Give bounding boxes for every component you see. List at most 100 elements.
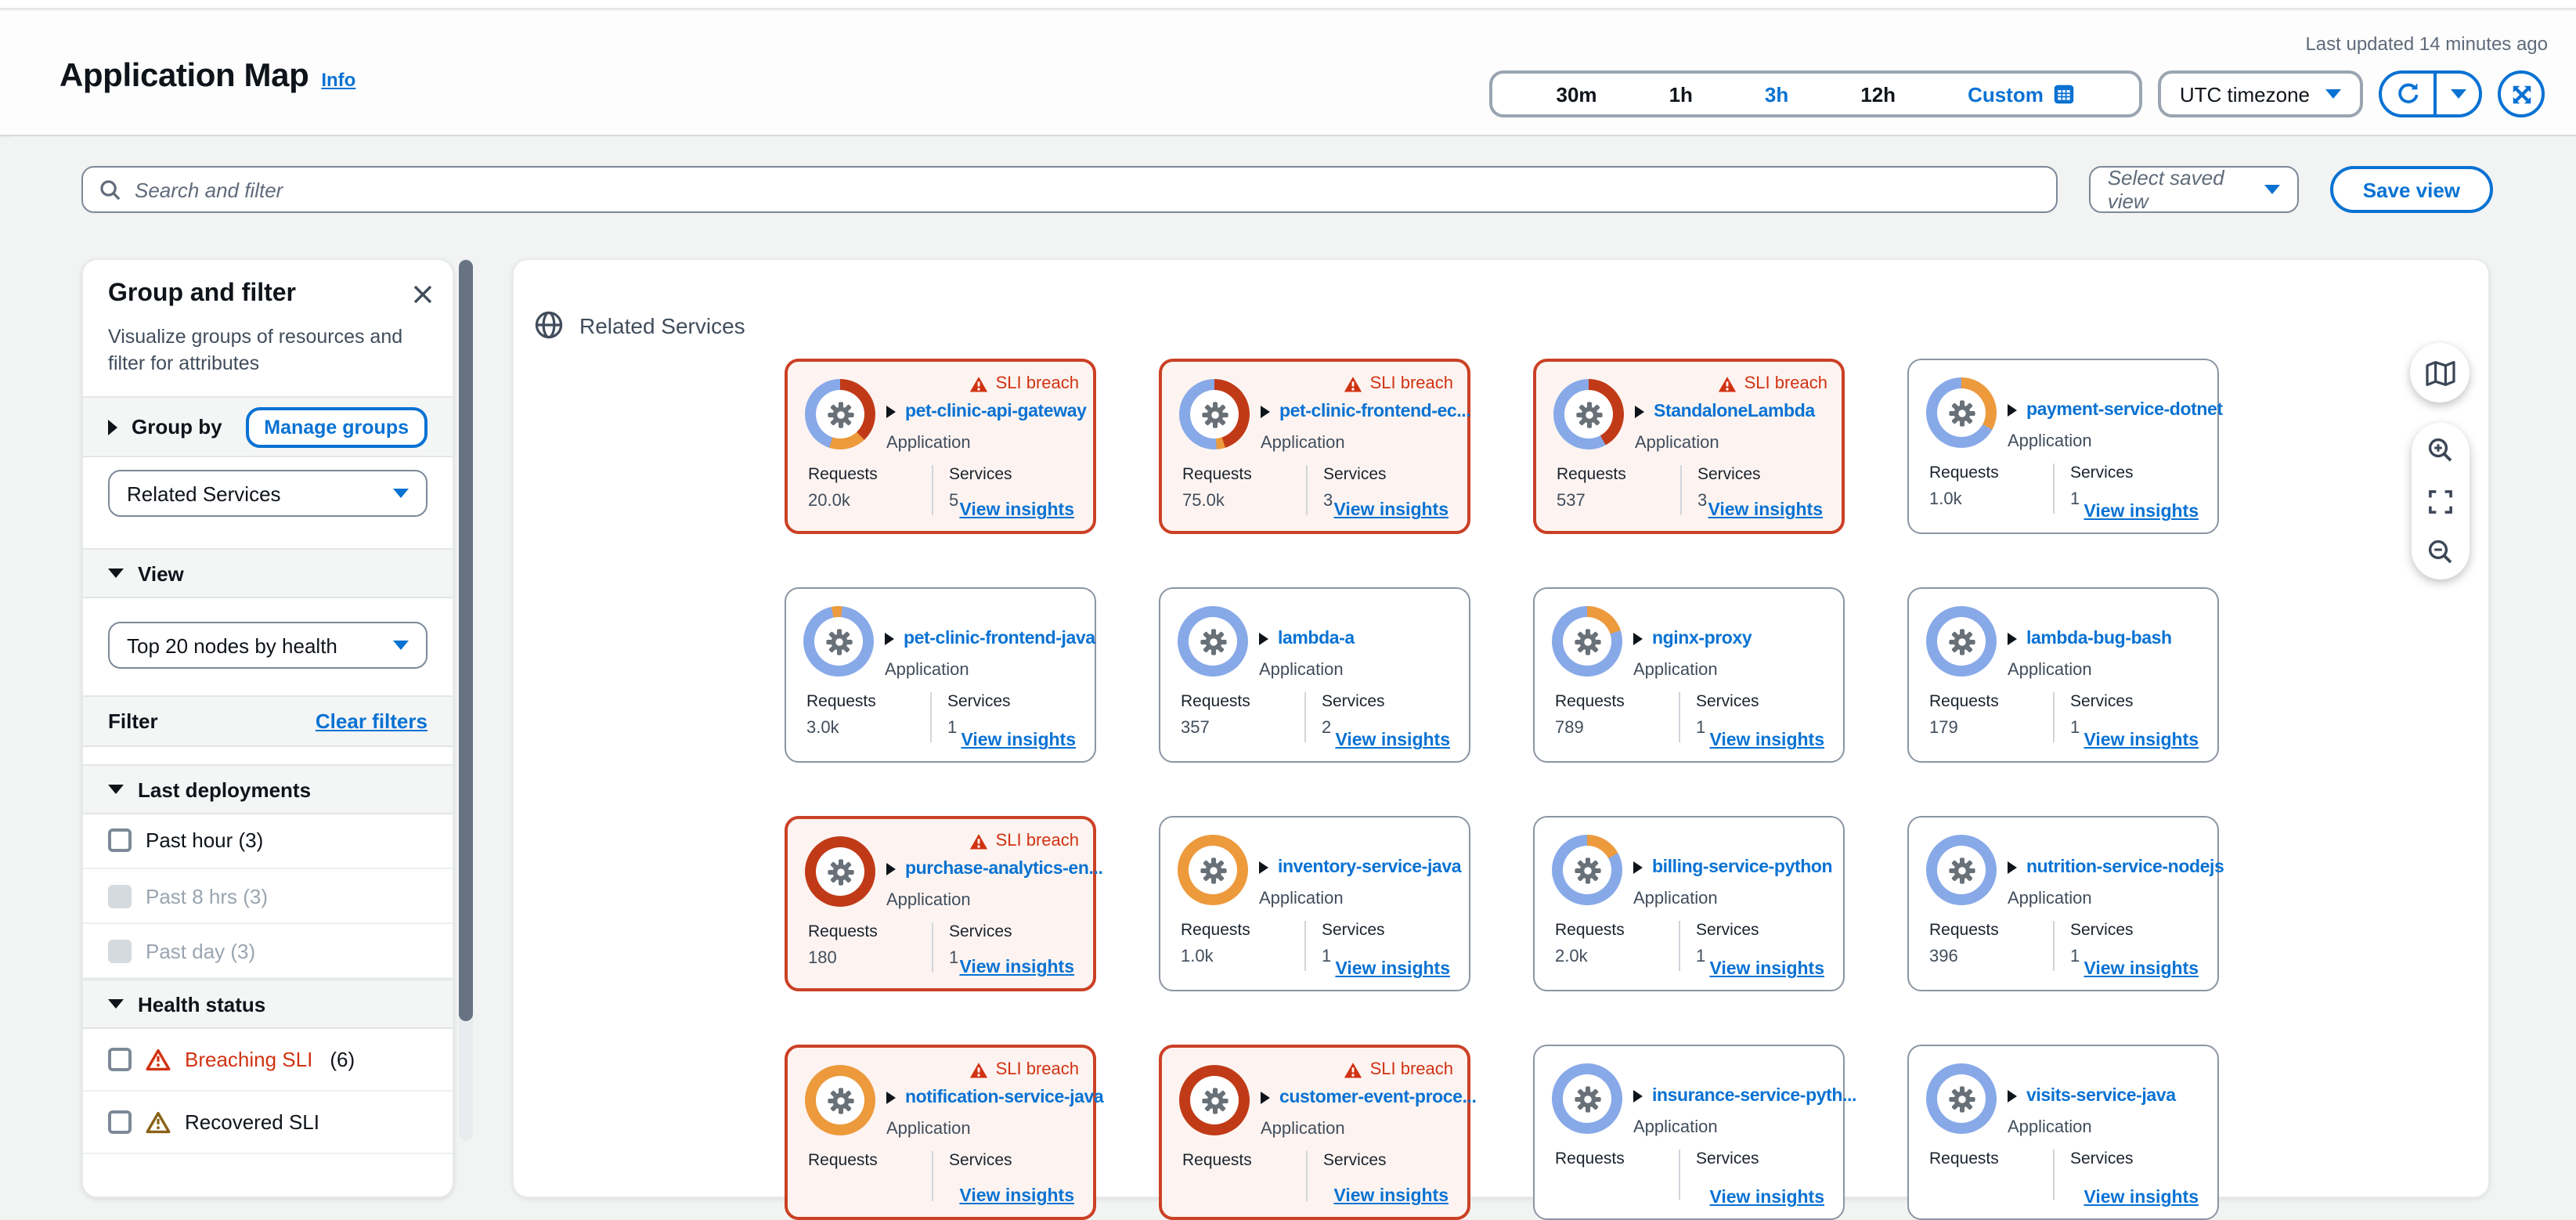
checkbox[interactable]: [108, 1048, 132, 1071]
service-name-row: lambda-a: [1259, 630, 1355, 648]
expander-icon[interactable]: [108, 999, 124, 1009]
view-insights-link[interactable]: View insights: [1709, 1189, 1824, 1207]
expand-node-icon[interactable]: [885, 633, 894, 645]
requests-label: Requests: [1182, 465, 1252, 484]
fullscreen-button[interactable]: [2498, 70, 2545, 117]
service-type-label: Application: [2008, 432, 2092, 451]
view-insights-link[interactable]: View insights: [1709, 731, 1824, 750]
service-type-label: Application: [2008, 661, 2092, 680]
sli-breach-label: SLI breach: [1369, 374, 1453, 393]
saved-view-select[interactable]: Select saved view: [2088, 166, 2299, 213]
metric-divider: [932, 465, 933, 515]
view-insights-link[interactable]: View insights: [2084, 731, 2199, 750]
expand-node-icon[interactable]: [1633, 861, 1643, 874]
expand-node-icon[interactable]: [886, 863, 896, 875]
requests-metric: Requests: [1182, 1151, 1252, 1178]
view-insights-link[interactable]: View insights: [959, 1187, 1074, 1206]
zoom-in-icon[interactable]: [2427, 437, 2454, 464]
save-view-button[interactable]: Save view: [2329, 166, 2493, 213]
requests-metric: Requests 180: [808, 922, 878, 968]
expand-node-icon[interactable]: [2008, 1090, 2017, 1103]
gear-icon: [1198, 626, 1228, 656]
service-name-link[interactable]: nginx-proxy: [1652, 630, 1752, 648]
deployment-filter-row: Past hour (3): [83, 813, 453, 869]
metric-divider: [1679, 921, 1680, 971]
service-name-link[interactable]: purchase-analytics-en...: [905, 860, 1103, 879]
expand-node-icon[interactable]: [1633, 1090, 1643, 1103]
service-type-label: Application: [2008, 890, 2092, 908]
view-insights-link[interactable]: View insights: [1335, 960, 1450, 979]
service-card: SLI breach purchase-analytics-en... Applic…: [785, 816, 1103, 991]
checkbox[interactable]: [108, 1110, 132, 1134]
info-link[interactable]: Info: [321, 69, 356, 91]
expand-node-icon[interactable]: [1633, 633, 1643, 645]
service-name-link[interactable]: customer-event-proce...: [1279, 1088, 1477, 1107]
expand-node-icon[interactable]: [2008, 404, 2017, 417]
view-insights-link[interactable]: View insights: [1333, 501, 1449, 520]
health-donut-icon: [805, 836, 875, 907]
service-name-link[interactable]: notification-service-java: [905, 1088, 1104, 1107]
service-name-link[interactable]: nutrition-service-nodejs: [2026, 858, 2224, 877]
checkbox[interactable]: [108, 828, 132, 852]
gear-icon: [1572, 626, 1602, 656]
group-by-value: Related Services: [127, 482, 281, 505]
clear-filters-link[interactable]: Clear filters: [315, 709, 428, 733]
expander-icon[interactable]: [108, 785, 124, 794]
view-insights-link[interactable]: View insights: [2084, 1189, 2199, 1207]
expand-node-icon[interactable]: [2008, 633, 2017, 645]
expand-node-icon[interactable]: [886, 1092, 896, 1104]
sidebar-scrollbar[interactable]: [459, 258, 473, 1140]
expand-node-icon[interactable]: [1261, 406, 1270, 418]
view-select[interactable]: Top 20 nodes by health: [108, 622, 428, 669]
time-range-30m[interactable]: 30m: [1556, 82, 1597, 106]
search-input[interactable]: [135, 178, 2040, 201]
expand-node-icon[interactable]: [886, 406, 896, 418]
service-name-link[interactable]: payment-service-dotnet: [2026, 401, 2223, 420]
expand-node-icon[interactable]: [1635, 406, 1644, 418]
service-name-link[interactable]: pet-clinic-frontend-ec...: [1279, 402, 1471, 421]
expand-node-icon[interactable]: [2008, 861, 2017, 874]
services-metric: Services: [2070, 1150, 2134, 1176]
service-name-link[interactable]: lambda-a: [1278, 630, 1355, 648]
view-insights-link[interactable]: View insights: [1708, 501, 1823, 520]
time-range-custom[interactable]: Custom: [1932, 82, 2111, 106]
expander-icon[interactable]: [108, 419, 117, 435]
time-range-1h[interactable]: 1h: [1669, 82, 1693, 106]
service-card: billing-service-python Application Request…: [1533, 816, 1845, 991]
close-icon[interactable]: [412, 283, 434, 305]
service-name-link[interactable]: visits-service-java: [2026, 1087, 2176, 1106]
service-name-link[interactable]: insurance-service-pyth...: [1652, 1087, 1856, 1106]
service-name-link[interactable]: StandaloneLambda: [1654, 402, 1815, 421]
group-by-select[interactable]: Related Services: [108, 470, 428, 517]
view-insights-link[interactable]: View insights: [959, 958, 1074, 977]
view-insights-link[interactable]: View insights: [1335, 731, 1450, 750]
minimap-button[interactable]: [2410, 343, 2470, 402]
expand-node-icon[interactable]: [1261, 1092, 1270, 1104]
time-range-12h[interactable]: 12h: [1860, 82, 1896, 106]
view-insights-link[interactable]: View insights: [2084, 960, 2199, 979]
refresh-options-button[interactable]: [2433, 74, 2479, 114]
timezone-selector[interactable]: UTC timezone: [2157, 70, 2363, 117]
service-name-link[interactable]: inventory-service-java: [1278, 858, 1462, 877]
view-insights-link[interactable]: View insights: [1333, 1187, 1449, 1206]
scrollbar-thumb[interactable]: [459, 260, 473, 1021]
view-insights-link[interactable]: View insights: [961, 731, 1076, 750]
zoom-out-icon[interactable]: [2427, 539, 2454, 565]
view-insights-link[interactable]: View insights: [2084, 503, 2199, 522]
manage-groups-button[interactable]: Manage groups: [245, 406, 428, 447]
refresh-button[interactable]: [2382, 74, 2433, 114]
view-insights-link[interactable]: View insights: [1709, 960, 1824, 979]
expander-icon[interactable]: [108, 568, 124, 578]
expand-node-icon[interactable]: [1259, 633, 1268, 645]
service-name-link[interactable]: billing-service-python: [1652, 858, 1833, 877]
service-name-link[interactable]: pet-clinic-api-gateway: [905, 402, 1087, 421]
health-donut-icon: [1179, 1065, 1250, 1135]
fit-to-screen-icon[interactable]: [2429, 489, 2452, 513]
time-range-3h[interactable]: 3h: [1764, 82, 1789, 106]
requests-label: Requests: [1555, 1150, 1625, 1168]
view-insights-link[interactable]: View insights: [959, 501, 1074, 520]
expand-node-icon[interactable]: [1259, 861, 1268, 874]
filter-section-header: Filter Clear filters: [83, 695, 453, 747]
service-name-link[interactable]: pet-clinic-frontend-java: [904, 630, 1095, 648]
service-name-link[interactable]: lambda-bug-bash: [2026, 630, 2172, 648]
